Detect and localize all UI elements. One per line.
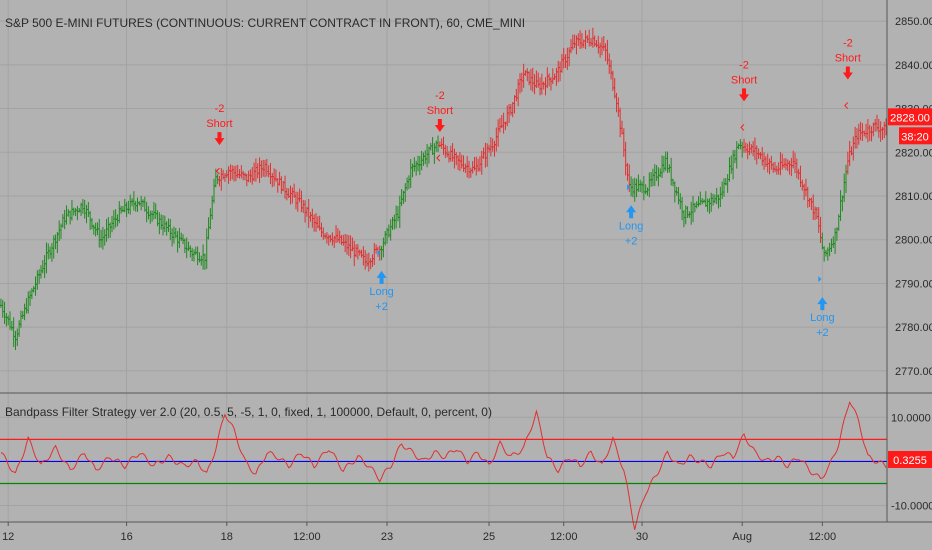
down-arrow-icon bbox=[739, 88, 750, 102]
up-arrow-icon bbox=[626, 205, 637, 219]
long-signal-qty: +2 bbox=[625, 235, 638, 247]
x-tick-label: 25 bbox=[483, 531, 495, 543]
long-signal-label: Long bbox=[810, 312, 834, 324]
y-tick-label: 2790.00 bbox=[895, 278, 932, 290]
y-tick-label: 2840.00 bbox=[895, 60, 932, 72]
short-signal-qty: -2 bbox=[843, 38, 853, 50]
short-signal-qty: -2 bbox=[435, 90, 445, 102]
entry-marker-icon bbox=[436, 154, 441, 162]
x-tick-label: 12:00 bbox=[550, 531, 578, 543]
osc-value-badge bbox=[888, 450, 932, 468]
indicator-title: Bandpass Filter Strategy ver 2.0 (20, 0.… bbox=[5, 405, 492, 419]
x-tick-label: 12 bbox=[2, 531, 14, 543]
y-tick-label: 2780.00 bbox=[895, 322, 932, 334]
price-bars bbox=[0, 27, 888, 351]
bandpass-line bbox=[0, 400, 887, 530]
x-tick-label: 23 bbox=[381, 531, 393, 543]
x-tick-label: 18 bbox=[221, 531, 233, 543]
osc-value-label: 0.3255 bbox=[893, 455, 927, 467]
short-signal-label: Short bbox=[206, 118, 232, 130]
x-tick-label: Aug bbox=[732, 531, 752, 543]
trade-signals: -2 Short Long +2 -2 Short Long +2 -2 Short Long +2 -… bbox=[206, 38, 861, 340]
entry-marker-icon bbox=[215, 167, 220, 175]
down-arrow-icon bbox=[434, 119, 445, 133]
up-arrow-icon bbox=[376, 270, 387, 284]
last-price-badge bbox=[888, 108, 932, 126]
long-signal-label: Long bbox=[369, 286, 393, 298]
y-tick-label: 2770.00 bbox=[895, 366, 932, 378]
chart-title: S&P 500 E-MINI FUTURES (CONTINUOUS: CURR… bbox=[5, 16, 525, 30]
long-signal-qty: +2 bbox=[375, 301, 388, 313]
y-tick-label: 2800.00 bbox=[895, 235, 932, 247]
long-signal-label: Long bbox=[619, 220, 643, 232]
bandpass-oscillator bbox=[0, 400, 887, 530]
osc-y-tick-label: 10.0000 bbox=[891, 412, 931, 424]
short-signal-label: Short bbox=[731, 74, 757, 86]
y-tick-label: 2820.00 bbox=[895, 147, 932, 159]
short-signal-qty: -2 bbox=[739, 59, 749, 71]
down-arrow-icon bbox=[842, 66, 853, 80]
grid bbox=[0, 0, 887, 521]
entry-marker-icon bbox=[844, 102, 849, 109]
short-signal-label: Short bbox=[835, 53, 861, 65]
countdown-badge bbox=[899, 127, 932, 145]
entry-marker-icon bbox=[377, 249, 381, 256]
long-signal-qty: +2 bbox=[816, 327, 829, 339]
countdown-label: 38:20 bbox=[901, 131, 929, 143]
x-tick-label: 30 bbox=[636, 531, 648, 543]
y-tick-label: 2850.00 bbox=[895, 16, 932, 28]
last-price-label: 2828.00 bbox=[890, 112, 930, 124]
x-tick-label: 16 bbox=[120, 531, 132, 543]
y-tick-label: 2810.00 bbox=[895, 191, 932, 203]
down-arrow-icon bbox=[214, 132, 225, 146]
entry-marker-icon bbox=[740, 124, 745, 131]
up-arrow-icon bbox=[817, 297, 828, 311]
entry-marker-icon bbox=[627, 184, 631, 191]
entry-marker-icon bbox=[818, 276, 822, 283]
x-tick-label: 12:00 bbox=[293, 531, 321, 543]
x-tick-label: 12:00 bbox=[809, 531, 837, 543]
short-signal-label: Short bbox=[427, 105, 453, 117]
short-signal-qty: -2 bbox=[215, 103, 225, 115]
osc-y-tick-label: -10.0000 bbox=[891, 501, 932, 513]
